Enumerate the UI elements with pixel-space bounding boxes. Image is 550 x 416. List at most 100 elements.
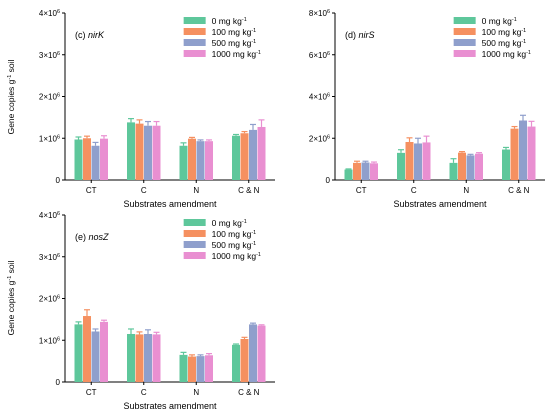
bar bbox=[361, 162, 370, 180]
y-tick-label: 8×106 bbox=[309, 9, 330, 18]
legend-swatch bbox=[183, 252, 206, 259]
bar bbox=[353, 162, 361, 180]
legend-label: 500 mg kg-1 bbox=[212, 240, 257, 250]
bar bbox=[510, 128, 519, 180]
bar bbox=[135, 123, 144, 180]
bar bbox=[135, 334, 144, 382]
bar bbox=[458, 152, 466, 180]
bar bbox=[519, 120, 527, 180]
bar bbox=[257, 126, 266, 180]
y-tick-label: 2×106 bbox=[39, 93, 60, 102]
bar bbox=[257, 325, 266, 382]
legend-label: 500 mg kg-1 bbox=[212, 38, 257, 48]
x-tick-label: C bbox=[141, 186, 147, 195]
x-axis-label: Substrates amendment bbox=[123, 401, 217, 411]
bar bbox=[205, 355, 213, 382]
y-tick-label: 3×106 bbox=[39, 51, 60, 60]
legend-swatch bbox=[453, 28, 476, 35]
bar bbox=[100, 321, 108, 382]
bar bbox=[232, 344, 240, 382]
bar bbox=[344, 169, 353, 180]
legend-swatch bbox=[183, 28, 206, 35]
bar bbox=[74, 324, 83, 382]
bar bbox=[370, 163, 378, 180]
legend-label: 0 mg kg-1 bbox=[482, 16, 517, 26]
x-tick-label: N bbox=[193, 186, 199, 195]
bar bbox=[144, 125, 152, 180]
bar bbox=[188, 356, 196, 382]
bar bbox=[205, 141, 213, 180]
y-tick-label: 4×106 bbox=[309, 93, 330, 102]
bar bbox=[527, 126, 536, 180]
x-tick-label: CT bbox=[86, 388, 97, 397]
legend-swatch bbox=[453, 50, 476, 57]
bar bbox=[502, 149, 510, 180]
legend-swatch bbox=[183, 230, 206, 237]
x-axis-label: Substrates amendment bbox=[393, 199, 487, 209]
x-tick-label: C & N bbox=[508, 186, 530, 195]
bar bbox=[91, 331, 100, 382]
bar bbox=[127, 122, 135, 180]
legend-label: 500 mg kg-1 bbox=[482, 38, 527, 48]
legend-label: 100 mg kg-1 bbox=[482, 27, 527, 37]
bar bbox=[475, 153, 483, 180]
y-tick-label: 1×106 bbox=[39, 134, 60, 143]
bar bbox=[466, 155, 475, 180]
legend-label: 100 mg kg-1 bbox=[212, 27, 257, 37]
bar bbox=[179, 354, 188, 382]
bar bbox=[188, 138, 196, 180]
x-tick-label: C & N bbox=[238, 186, 260, 195]
x-tick-label: C bbox=[411, 186, 417, 195]
legend-label: 0 mg kg-1 bbox=[212, 16, 247, 26]
chart-panel-nirS: 0 2×106 4×106 6×106 8×106 CT C N C & N Substrates… bbox=[309, 9, 545, 209]
bar bbox=[249, 324, 257, 382]
x-tick-label: C & N bbox=[238, 388, 260, 397]
bar bbox=[152, 334, 161, 382]
legend-swatch bbox=[453, 17, 476, 24]
bar bbox=[405, 142, 414, 180]
bar bbox=[196, 141, 205, 180]
y-tick-label: 4×106 bbox=[39, 9, 60, 18]
legend-swatch bbox=[183, 241, 206, 248]
panel-title: (c) nirK bbox=[75, 30, 105, 40]
x-axis-label: Substrates amendment bbox=[123, 199, 217, 209]
bar bbox=[414, 143, 422, 180]
bar bbox=[91, 145, 100, 180]
y-tick-label: 0 bbox=[326, 176, 331, 185]
y-tick-label: 2×106 bbox=[39, 295, 60, 304]
legend-swatch bbox=[183, 50, 206, 57]
bar bbox=[397, 152, 405, 180]
y-axis-label: Gene copies g-1 soil bbox=[6, 59, 16, 134]
bar bbox=[449, 162, 458, 180]
bar bbox=[232, 135, 240, 180]
bar bbox=[74, 139, 83, 180]
bar bbox=[179, 145, 188, 180]
legend-swatch bbox=[183, 17, 206, 24]
y-axis-label: Gene copies g-1 soil bbox=[6, 260, 16, 335]
x-tick-label: N bbox=[463, 186, 469, 195]
legend-label: 1000 mg kg-1 bbox=[212, 49, 261, 59]
legend-label: 1000 mg kg-1 bbox=[482, 49, 531, 59]
x-tick-label: N bbox=[193, 388, 199, 397]
bar bbox=[240, 338, 249, 382]
legend-label: 1000 mg kg-1 bbox=[212, 251, 261, 261]
legend-label: 0 mg kg-1 bbox=[212, 218, 247, 228]
bar bbox=[144, 333, 152, 382]
legend-label: 100 mg kg-1 bbox=[212, 229, 257, 239]
bar bbox=[83, 316, 91, 382]
y-tick-label: 1×106 bbox=[39, 336, 60, 345]
bar bbox=[83, 138, 91, 180]
y-tick-label: 6×106 bbox=[309, 51, 330, 60]
y-tick-label: 2×106 bbox=[309, 134, 330, 143]
panel-title: (e) nosZ bbox=[75, 232, 109, 242]
legend-swatch bbox=[183, 39, 206, 46]
y-tick-label: 3×106 bbox=[39, 253, 60, 262]
legend-swatch bbox=[183, 219, 206, 226]
bar bbox=[100, 138, 108, 180]
panel-title: (d) nirS bbox=[345, 30, 375, 40]
bar bbox=[152, 125, 161, 180]
legend-swatch bbox=[453, 39, 476, 46]
bar bbox=[249, 129, 257, 180]
x-tick-label: CT bbox=[86, 186, 97, 195]
y-tick-label: 0 bbox=[56, 176, 61, 185]
